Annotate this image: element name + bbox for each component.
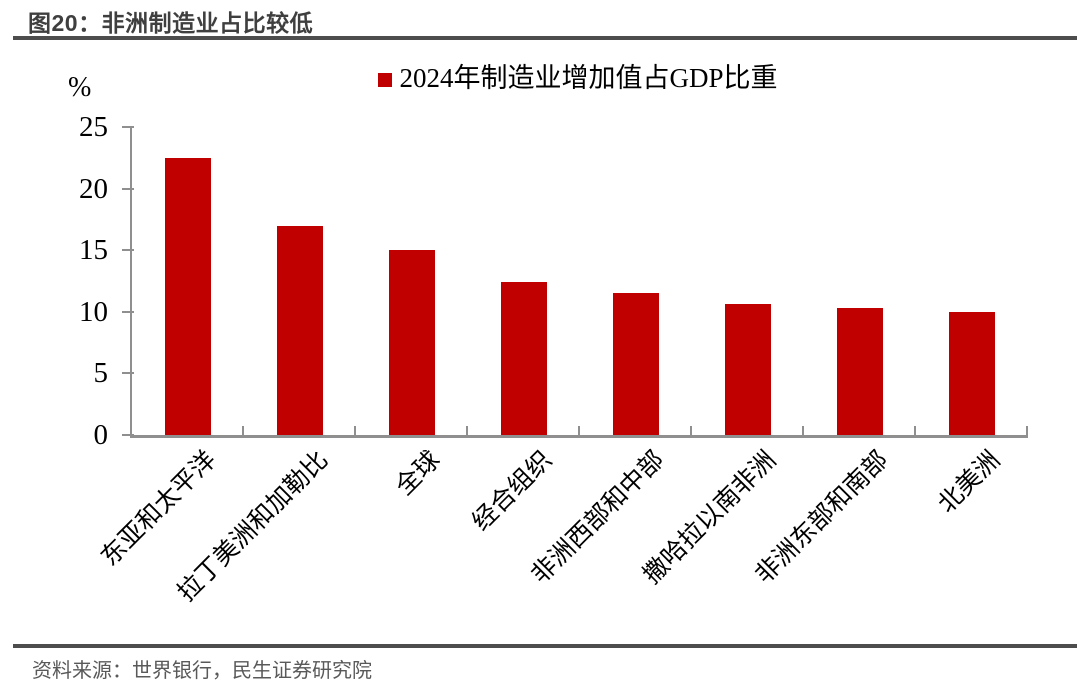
x-axis-category-label: 北美洲	[933, 446, 1006, 519]
y-axis-tick	[122, 310, 134, 313]
y-axis-tick-label: 25	[79, 111, 108, 143]
footer-rule	[13, 644, 1077, 648]
y-axis-tick	[122, 372, 134, 375]
x-axis-tick	[354, 426, 356, 435]
y-axis-tick-label: 10	[79, 295, 108, 328]
bar-3	[389, 250, 435, 435]
y-axis-tick	[122, 434, 134, 436]
x-axis-tick	[802, 426, 804, 435]
y-axis-tick	[122, 126, 134, 128]
x-axis-tick	[242, 426, 244, 435]
x-axis-tick	[914, 426, 916, 435]
bar-6	[725, 304, 771, 435]
x-axis-category-label: 经合组织	[467, 446, 558, 537]
x-axis-category-label: 全球	[390, 446, 446, 501]
y-axis-unit-label: %	[68, 72, 92, 103]
x-axis-tick	[578, 426, 580, 435]
x-axis-category-label: 东亚和太平洋	[96, 446, 222, 572]
legend-label: 2024年制造业增加值占GDP比重	[399, 63, 778, 93]
bar-5	[613, 293, 659, 435]
bar-4	[501, 282, 547, 435]
y-axis-tick-label: 15	[79, 234, 108, 267]
y-axis-tick-label: 20	[79, 172, 108, 205]
title-underline	[13, 36, 1077, 40]
x-axis-tick	[1026, 426, 1028, 435]
y-axis-tick	[122, 187, 134, 190]
y-axis-tick-label: 5	[93, 357, 109, 390]
y-axis-tick-label: 0	[93, 419, 109, 451]
legend-swatch-icon	[378, 73, 393, 87]
bar-7	[837, 308, 883, 435]
bar-chart-plot-area	[122, 126, 1028, 438]
bar-2	[277, 225, 323, 435]
chart-legend: 2024年制造业增加值占GDP比重	[130, 62, 1026, 94]
bar-8	[949, 311, 995, 435]
x-axis-tick	[466, 426, 468, 435]
source-note: 资料来源：世界银行，民生证券研究院	[32, 660, 372, 682]
bar-1	[165, 157, 211, 435]
y-axis-tick	[122, 249, 134, 252]
figure-title: 图20：非洲制造业占比较低	[28, 10, 314, 36]
x-axis-tick	[690, 426, 692, 435]
